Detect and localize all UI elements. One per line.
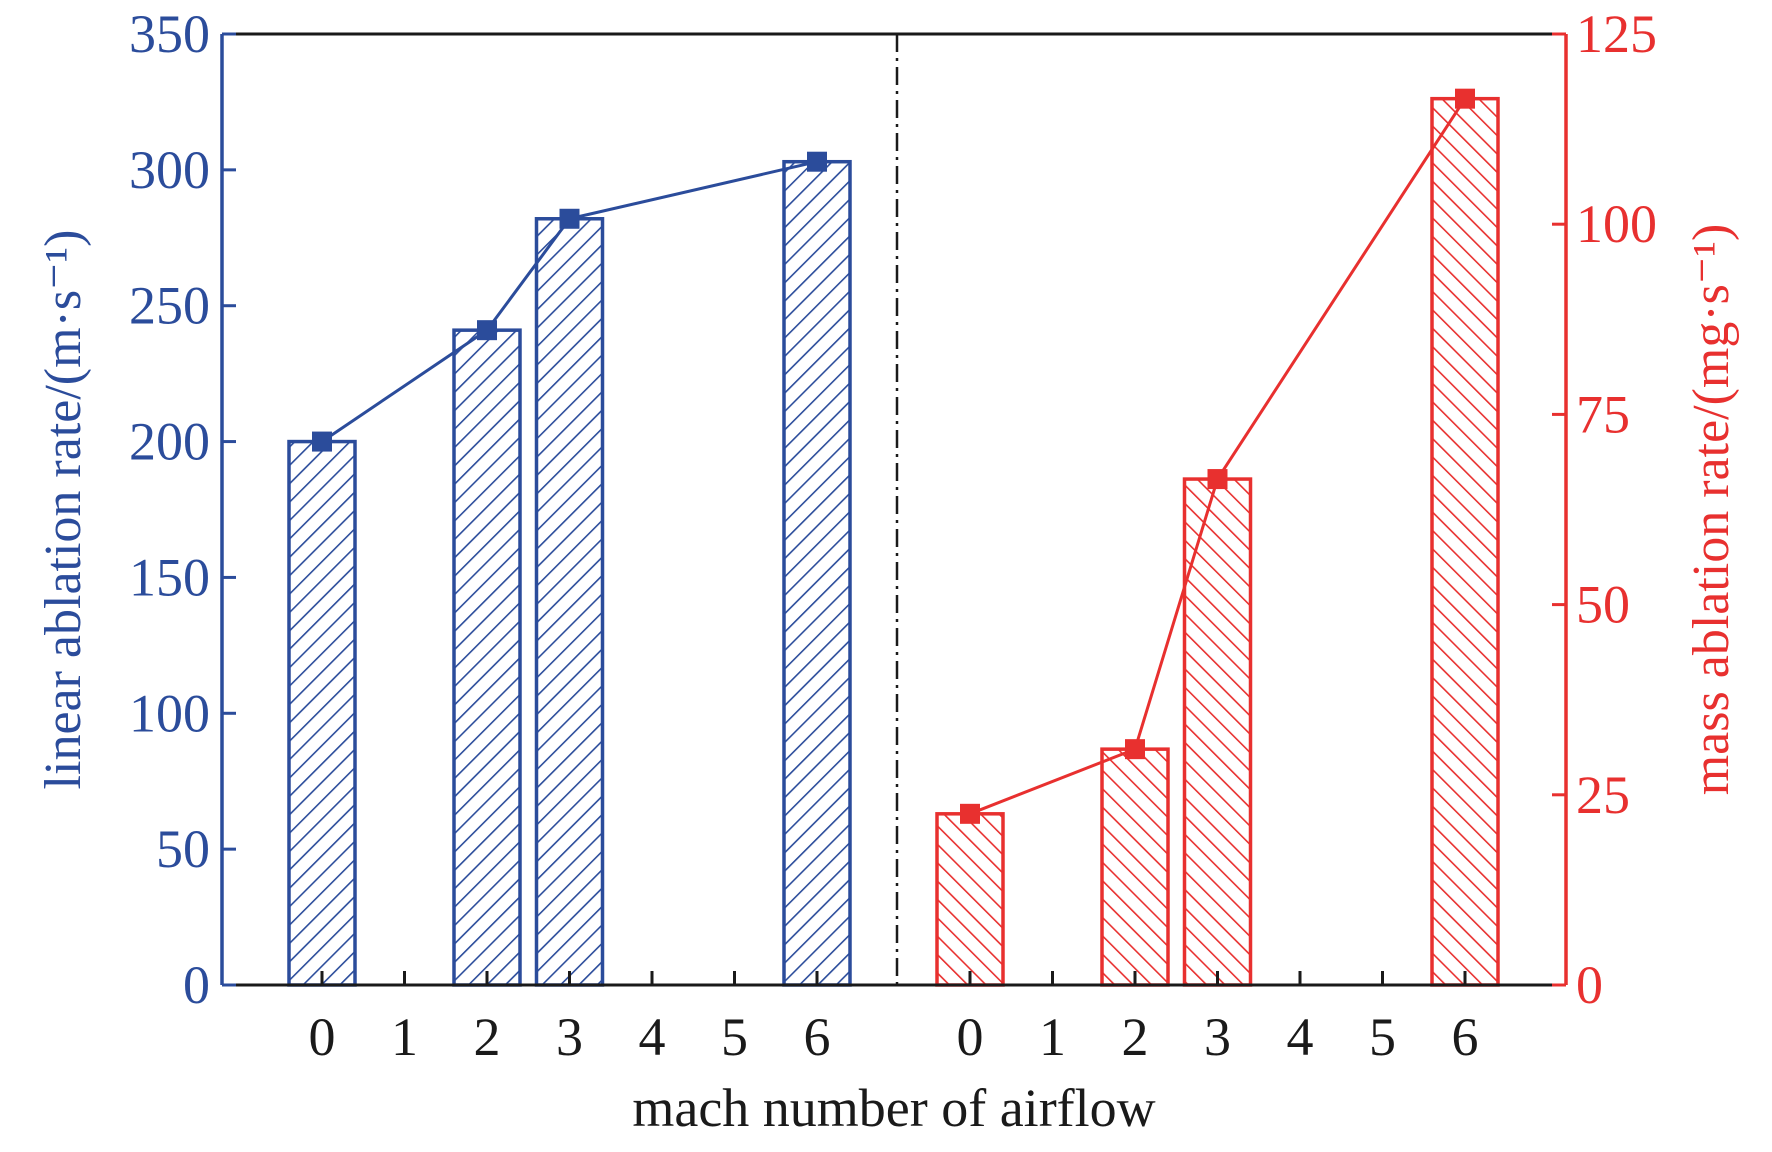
right-marker-mach-6 [1455, 88, 1475, 109]
right-x-tick-label-6: 6 [1452, 1007, 1479, 1067]
mass-ablation-panel [935, 88, 1500, 987]
right-x-tick-label-3: 3 [1204, 1007, 1231, 1067]
left-x-tick-label-5: 5 [721, 1007, 748, 1067]
right-bar-mach-0 [935, 812, 1005, 987]
left-y-tick-label-300: 300 [129, 140, 210, 200]
linear-ablation-series-line [321, 160, 818, 443]
right-y-tick-label-25: 25 [1576, 765, 1630, 825]
right-y-axis: 0 25 50 75 100 125 [1552, 4, 1657, 1015]
right-x-tick-label-2: 2 [1122, 1007, 1149, 1067]
left-y-tick-label-250: 250 [129, 276, 210, 336]
left-y-tick-label-50: 50 [156, 819, 210, 879]
mass-ablation-series-line [969, 97, 1467, 816]
left-marker-mach-2 [477, 320, 497, 341]
right-y-tick-label-50: 50 [1576, 575, 1630, 635]
left-bar-mach-6 [782, 159, 852, 987]
right-x-tick-label-0: 0 [957, 1007, 984, 1067]
left-x-tick-label-0: 0 [309, 1007, 336, 1067]
right-marker-mach-0 [960, 803, 980, 824]
left-y-tick-label-100: 100 [129, 683, 210, 743]
left-y-tick-label-200: 200 [129, 412, 210, 472]
linear-ablation-panel [287, 151, 852, 987]
left-y-tick-label-350: 350 [129, 4, 210, 64]
left-y-axis: 0 50 100 150 200 250 300 350 [129, 4, 236, 1015]
left-bar-mach-3 [534, 217, 605, 987]
right-bar-mach-6 [1430, 96, 1500, 987]
right-x-tick-label-5: 5 [1369, 1007, 1396, 1067]
right-y-tick-label-75: 75 [1576, 384, 1630, 444]
right-marker-mach-2 [1125, 739, 1145, 760]
left-marker-mach-0 [312, 431, 332, 452]
left-x-tick-label-2: 2 [474, 1007, 501, 1067]
left-x-tick-label-3: 3 [556, 1007, 583, 1067]
right-y-tick-label-100: 100 [1576, 194, 1657, 254]
left-x-tick-label-6: 6 [804, 1007, 831, 1067]
right-y-tick-label-125: 125 [1576, 4, 1657, 64]
left-bar-mach-2 [452, 328, 522, 987]
left-marker-mach-6 [807, 151, 827, 172]
left-x-tick-label-1: 1 [391, 1007, 418, 1067]
left-y-tick-label-0: 0 [183, 955, 210, 1015]
right-y-axis-label: mass ablation rate/(mg·s⁻¹) [1683, 224, 1740, 796]
left-bar-mach-0 [287, 439, 357, 987]
right-x-tick-label-4: 4 [1287, 1007, 1314, 1067]
left-y-tick-label-150: 150 [129, 547, 210, 607]
x-axis-label: mach number of airflow [632, 1078, 1155, 1138]
right-y-tick-label-0: 0 [1576, 955, 1603, 1015]
right-bar-mach-2 [1100, 747, 1170, 987]
left-x-tick-label-4: 4 [639, 1007, 666, 1067]
right-marker-mach-3 [1207, 469, 1228, 490]
left-y-axis-label: linear ablation rate/(m·s⁻¹) [35, 230, 92, 790]
right-x-tick-label-1: 1 [1039, 1007, 1066, 1067]
left-marker-mach-3 [559, 208, 580, 229]
plot-frame [220, 32, 1568, 987]
